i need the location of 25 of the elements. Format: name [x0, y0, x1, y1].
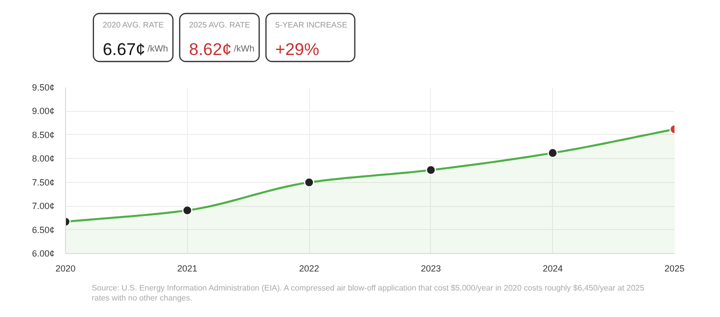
- text: +29%: [275, 40, 320, 59]
- x-tick-label: 2023: [420, 264, 441, 274]
- text: /kWh: [234, 44, 254, 54]
- x-tick-label: 2025: [664, 264, 685, 274]
- text: 6.67¢: [102, 40, 146, 59]
- text: /kWh: [148, 44, 168, 54]
- text: 5-YEAR INCREASE: [275, 20, 348, 30]
- x-tick-label: 2021: [177, 264, 198, 274]
- source-note: Source: U.S. Energy Information Administration (EIA). A compressed air blow-off application that cost $5,000/year in 2020 costs roughly $6,450/year at 2025 rates with no other changes.: [92, 284, 645, 302]
- text: 2020 AVG. RATE: [102, 20, 164, 30]
- text: 8.62¢: [188, 40, 232, 59]
- y-tick-label: 8.50¢: [32, 130, 55, 140]
- y-tick-label: 7.00¢: [32, 201, 55, 212]
- point: [426, 164, 436, 176]
- y-tick-label: 9.50¢: [32, 82, 55, 92]
- x-tick-label: 2020: [55, 264, 76, 274]
- text: 2025 AVG. RATE: [188, 20, 250, 30]
- y-tick-label: 6.50¢: [32, 224, 55, 235]
- point: [304, 177, 314, 188]
- y-tick-label: 8.00¢: [32, 154, 55, 164]
- x-tick-label: 2024: [542, 264, 563, 274]
- y-tick-label: 9.00¢: [32, 106, 55, 116]
- x-tick-label: 2022: [299, 264, 320, 274]
- y-tick-label: 6.00¢: [32, 248, 55, 258]
- y-tick-label: 7.50¢: [32, 177, 55, 188]
